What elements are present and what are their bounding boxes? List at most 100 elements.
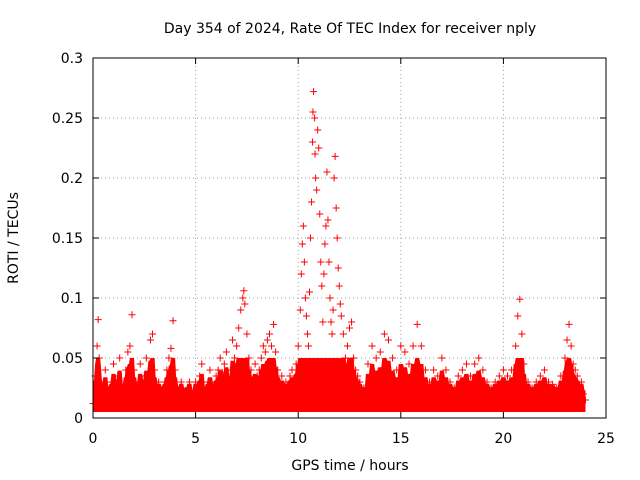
data-point — [332, 204, 340, 212]
data-point — [294, 342, 302, 350]
data-point — [237, 306, 245, 314]
data-point — [417, 342, 425, 350]
data-point — [169, 317, 177, 325]
data-point — [107, 378, 115, 386]
data-point — [280, 384, 288, 392]
data-point — [194, 390, 202, 398]
data-point — [259, 342, 267, 350]
data-point — [318, 282, 326, 290]
data-point — [192, 378, 200, 386]
data-point — [265, 330, 273, 338]
data-point — [128, 311, 136, 319]
data-point — [504, 372, 512, 380]
data-point — [276, 378, 284, 386]
data-point — [326, 294, 334, 302]
data-point — [165, 354, 173, 362]
x-tick-label: 25 — [597, 431, 615, 447]
data-point — [563, 336, 571, 344]
data-point — [214, 366, 222, 374]
data-point — [512, 342, 520, 350]
y-tick-label: 0.15 — [52, 231, 83, 247]
data-point — [210, 390, 218, 398]
y-tick-label: 0.05 — [52, 351, 83, 367]
data-point — [328, 330, 336, 338]
data-point — [397, 342, 405, 350]
y-axis-label: ROTI / TECUs — [6, 192, 22, 284]
data-point — [330, 174, 338, 182]
data-point — [549, 380, 557, 388]
data-point — [146, 336, 154, 344]
data-point — [356, 378, 364, 386]
y-tick-label: 0 — [74, 411, 83, 427]
data-point — [132, 384, 140, 392]
data-point — [380, 330, 388, 338]
data-point — [372, 354, 380, 362]
data-point — [185, 378, 193, 386]
data-point — [532, 378, 540, 386]
data-point — [491, 378, 499, 386]
data-point — [270, 320, 278, 328]
data-point — [233, 342, 241, 350]
y-tick-label: 0.1 — [61, 291, 83, 307]
data-point — [430, 366, 438, 374]
data-point — [327, 318, 335, 326]
data-point — [300, 258, 308, 266]
data-point — [323, 168, 331, 176]
data-point — [518, 330, 526, 338]
data-point — [298, 240, 306, 248]
data-point — [171, 366, 179, 374]
x-tick-label: 0 — [89, 431, 98, 447]
data-point — [200, 384, 208, 392]
data-point — [495, 372, 503, 380]
data-point — [140, 372, 148, 380]
data-point — [413, 320, 421, 328]
data-point — [471, 360, 479, 368]
data-point — [304, 342, 312, 350]
data-point — [112, 390, 120, 398]
data-point — [352, 366, 360, 374]
data-point — [545, 378, 553, 386]
data-point — [360, 384, 368, 392]
data-point — [333, 234, 341, 242]
data-point — [151, 366, 159, 374]
grid-lines — [93, 58, 606, 418]
data-point — [324, 216, 332, 224]
data-point — [317, 258, 325, 266]
data-point — [376, 348, 384, 356]
data-point — [261, 348, 269, 356]
data-point — [224, 378, 232, 386]
data-point — [307, 234, 315, 242]
data-point — [579, 390, 587, 398]
data-point — [341, 354, 349, 362]
data-point — [331, 152, 339, 160]
data-point — [343, 342, 351, 350]
x-axis-label: GPS time / hours — [291, 458, 408, 474]
data-point — [309, 138, 317, 146]
data-point — [311, 114, 319, 122]
data-point — [157, 384, 165, 392]
data-point — [239, 294, 247, 302]
data-point — [524, 378, 532, 386]
data-point — [296, 306, 304, 314]
data-point — [516, 295, 524, 303]
data-point — [536, 372, 544, 380]
data-point — [514, 312, 522, 320]
data-point — [292, 360, 300, 368]
data-point — [99, 390, 107, 398]
data-point — [314, 126, 322, 134]
data-point — [557, 372, 565, 380]
x-tick-label: 5 — [191, 431, 200, 447]
data-point — [243, 330, 251, 338]
x-tick-label: 15 — [392, 431, 410, 447]
y-tick-label: 0.3 — [61, 51, 83, 67]
x-axis-ticks: 0 5 10 15 20 25 — [89, 58, 615, 447]
data-point — [354, 372, 362, 380]
data-point — [454, 372, 462, 380]
data-point — [321, 240, 329, 248]
data-point — [467, 372, 475, 380]
data-point — [528, 384, 536, 392]
data-point — [315, 144, 323, 152]
data-point — [272, 348, 280, 356]
data-point — [393, 366, 401, 374]
data-point — [458, 366, 466, 374]
